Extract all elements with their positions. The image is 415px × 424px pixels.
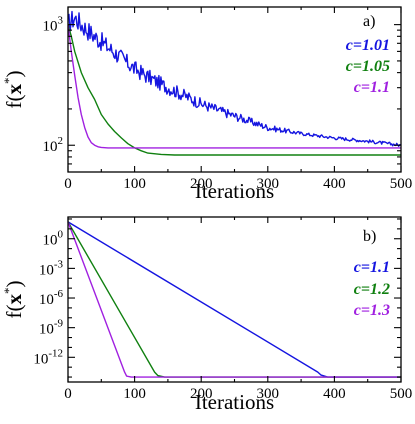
chart-panel-b: 0 100 200 300 400 500 100 10-3 10-6 10-9 10-12 Iter… <box>1 216 413 414</box>
y-tick-label: 10-12 <box>33 347 63 367</box>
x-tick-label: 300 <box>257 176 280 192</box>
x-tick-label: 200 <box>190 176 213 192</box>
x-tick-label: 400 <box>323 176 346 192</box>
series-line-c-1-01 <box>68 10 401 147</box>
y-axis-title: f(x*) <box>1 71 26 109</box>
x-tick-label: 100 <box>123 176 146 192</box>
y-tick-label: 10-6 <box>39 288 64 308</box>
x-tick-label: 0 <box>64 176 72 192</box>
x-tick-label: 500 <box>390 386 413 402</box>
legend-entry: c=1.3 <box>354 302 390 319</box>
y-tick-label: 102 <box>43 135 64 155</box>
x-axis-title: Iterations <box>195 179 274 203</box>
y-tick-label: 103 <box>43 15 64 35</box>
series-line-c-1-05 <box>68 24 401 156</box>
x-axis-title: Iterations <box>195 390 274 414</box>
chart-panel-a: 0 100 200 300 400 500 103 102 Iterations f(x*) a) c… <box>1 6 413 203</box>
x-tick-label: 500 <box>390 176 413 192</box>
x-tick-label: 0 <box>64 386 72 402</box>
legend-entry: c=1.2 <box>354 281 390 298</box>
panel-label: a) <box>363 13 375 30</box>
x-tick-label: 400 <box>323 386 346 402</box>
legend-entry: c=1.05 <box>346 58 390 75</box>
y-tick-label: 100 <box>43 229 64 249</box>
legend-entry: c=1.1 <box>354 79 390 96</box>
legend-entry: c=1.1 <box>354 259 390 276</box>
y-axis-title: f(x*) <box>1 281 26 319</box>
series-line-c-1-3 <box>68 221 401 378</box>
x-tick-label: 200 <box>190 386 213 402</box>
y-tick-label: 10-3 <box>39 258 64 278</box>
panel-label: b) <box>363 228 376 245</box>
x-tick-label: 300 <box>257 386 280 402</box>
plot-frame <box>67 216 402 383</box>
series-line-c-1-1 <box>68 24 401 149</box>
x-tick-label: 100 <box>123 386 146 402</box>
legend-entry: c=1.01 <box>346 37 390 54</box>
y-tick-label: 10-9 <box>39 318 64 338</box>
